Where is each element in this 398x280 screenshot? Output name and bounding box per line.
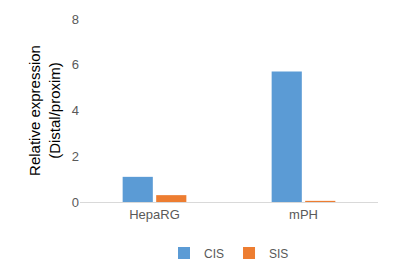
svg-text:CIS: CIS: [204, 247, 224, 261]
svg-text:HepaRG: HepaRG: [129, 207, 180, 222]
svg-text:Relative expression(Distal/pro: Relative expression(Distal/proxim): [26, 45, 63, 176]
svg-text:2: 2: [72, 149, 79, 164]
svg-text:0: 0: [72, 195, 79, 210]
svg-text:6: 6: [72, 57, 79, 72]
svg-text:4: 4: [72, 103, 79, 118]
svg-text:mPH: mPH: [289, 207, 318, 222]
svg-text:8: 8: [72, 12, 79, 27]
svg-text:SIS: SIS: [269, 247, 288, 261]
